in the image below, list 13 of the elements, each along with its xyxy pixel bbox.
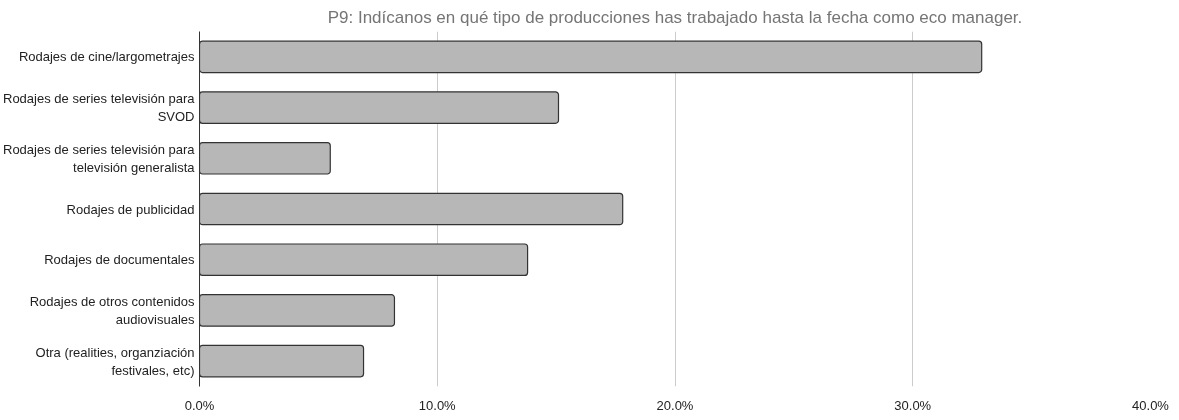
x-tick-label: 40.0% [1132, 397, 1170, 413]
chart-title: P9: Indícanos en qué tipo de producciones has trabajado hasta la fecha como eco manager. [327, 7, 1023, 27]
y-tick-label: Rodajes de series televisión para televisión generalista [3, 141, 196, 175]
y-tick-label: Otra (realities, organziación festivales, etc) [35, 344, 195, 378]
y-tick-label: Rodajes de series televisión para SVOD [3, 91, 196, 125]
y-tick-label: Rodajes de otros contenidos audiovisuales [29, 293, 195, 327]
x-tick-label: 30.0% [894, 397, 932, 413]
x-tick-label: 10.0% [418, 397, 457, 413]
y-tick-label: Rodajes de documentales [44, 252, 195, 268]
y-tick-label: Rodajes de publicidad [66, 201, 195, 217]
x-tick-label: 20.0% [656, 397, 694, 413]
y-tick-label: Rodajes de cine/largometrajes [18, 49, 195, 65]
x-tick-label: 0.0% [184, 397, 215, 413]
